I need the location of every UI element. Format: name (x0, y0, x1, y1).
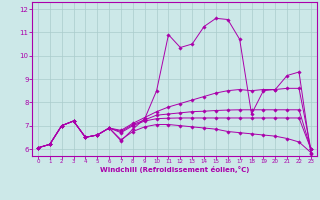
X-axis label: Windchill (Refroidissement éolien,°C): Windchill (Refroidissement éolien,°C) (100, 166, 249, 173)
